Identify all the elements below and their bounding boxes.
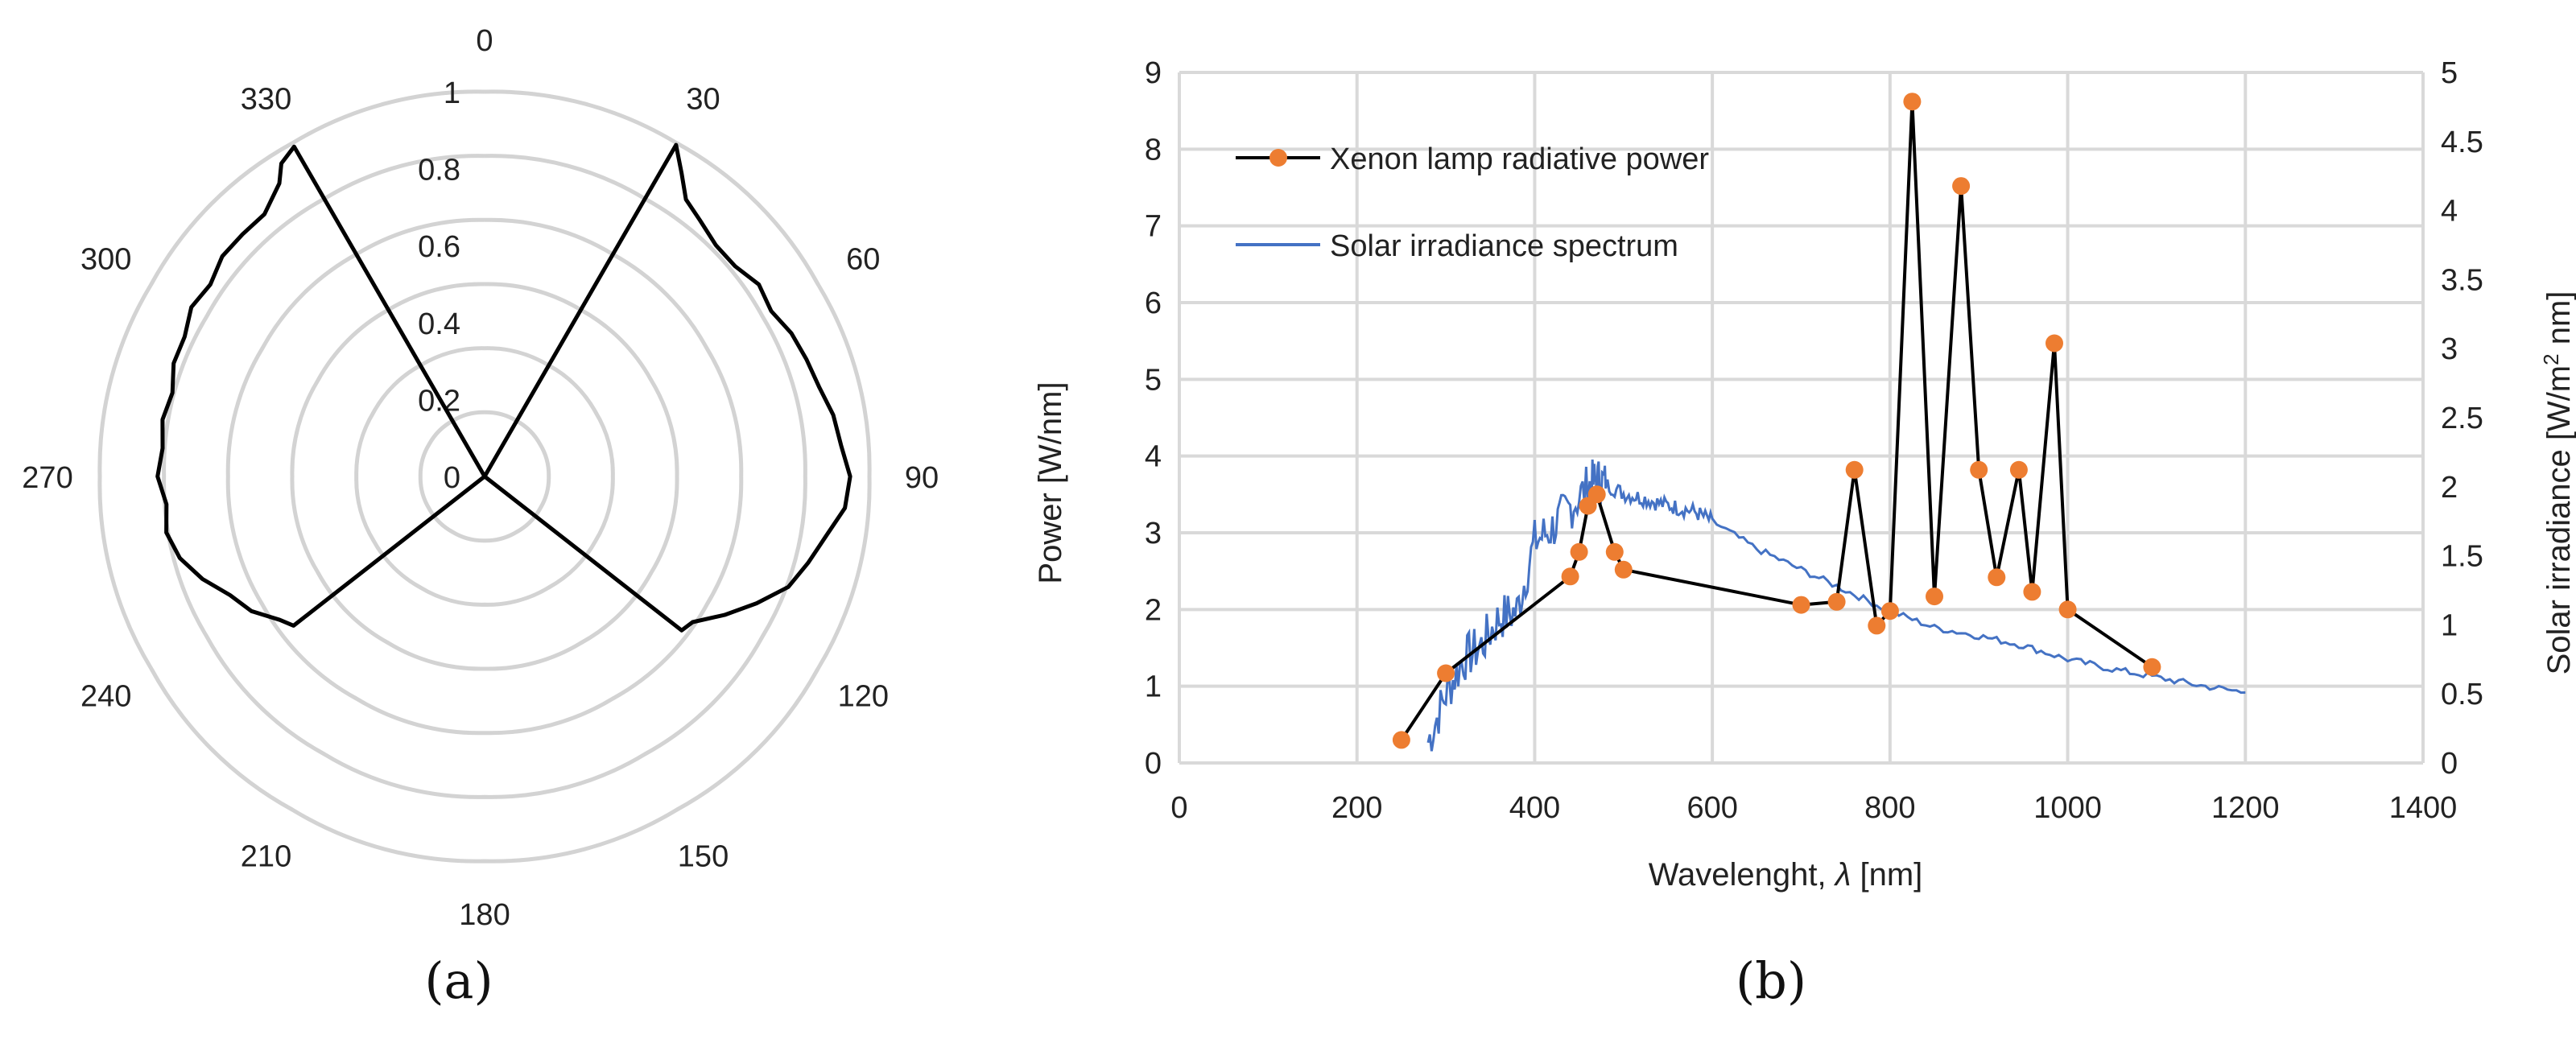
- xenon-data-point: [2009, 460, 2028, 479]
- legend-xenon-marker: [1269, 149, 1287, 167]
- y-tick-label: 9: [1145, 56, 1162, 90]
- xenon-data-point: [1868, 616, 1886, 635]
- x-tick-label: 1200: [2211, 791, 2280, 825]
- solar-series-line: [1426, 459, 2246, 752]
- polar-grid-ring: [162, 154, 807, 799]
- panel-label-b: (b): [1736, 951, 1806, 1010]
- xenon-data-point: [1880, 602, 1899, 621]
- legend-xenon-label: Xenon lamp radiative power: [1330, 142, 1709, 176]
- polar-grid-ring: [97, 89, 872, 864]
- polar-angle-label: 120: [838, 680, 889, 714]
- polar-angle-label: 30: [686, 83, 720, 117]
- xenon-data-point: [1587, 485, 1606, 504]
- xenon-data-point: [1845, 460, 1864, 479]
- xenon-data-point: [2023, 583, 2041, 601]
- polar-angle-label: 210: [241, 839, 291, 873]
- polar-angle-label: 180: [459, 898, 510, 932]
- y-axis-title: Power [W/nm]: [1033, 381, 1068, 583]
- xenon-data-point: [2046, 334, 2063, 353]
- y2-tick-label: 2.5: [2441, 402, 2483, 435]
- y2-tick-label: 0.5: [2441, 678, 2483, 711]
- legend: Xenon lamp radiative power Solar irradia…: [1236, 142, 1709, 263]
- polar-series-line: [155, 142, 852, 633]
- polar-grid-ring: [418, 410, 551, 543]
- polar-angle-label: 150: [678, 839, 729, 873]
- x-axis-title: Wavelenght, λ [nm]: [1649, 857, 1923, 893]
- y-tick-label: 5: [1145, 363, 1162, 397]
- polar-angle-label: 300: [80, 243, 131, 277]
- xenon-series-line: [1400, 100, 2153, 741]
- xenon-data-point: [1926, 588, 1943, 606]
- xenon-data-point: [1437, 664, 1455, 682]
- xenon-data-point: [1561, 567, 1579, 586]
- y-tick-label: 2: [1145, 593, 1162, 627]
- y2-tick-label: 0: [2441, 747, 2458, 781]
- y-tick-label: 0: [1145, 747, 1162, 781]
- xenon-data-point: [1827, 592, 1846, 611]
- line-chart: 0 200 400 600 800 1000 1200 1400 0 1 2 3 4 5 6 7 8 9 0 0.5 1…: [1145, 56, 2483, 825]
- xenon-data-point: [1988, 568, 2006, 587]
- polar-chart: 030609012015018021024027030033000.20.40.…: [22, 24, 939, 932]
- y-tick-label: 6: [1145, 287, 1162, 320]
- x-tick-label: 1000: [2033, 791, 2102, 825]
- polar-angle-label: 330: [241, 83, 291, 117]
- y-tick-label: 7: [1145, 210, 1162, 244]
- x-tick-label: 1400: [2389, 791, 2458, 825]
- polar-angle-label: 270: [22, 461, 72, 495]
- panel-label-a: (a): [424, 951, 493, 1010]
- polar-radial-tick-label: 0.4: [418, 307, 460, 341]
- polar-grid-ring: [225, 217, 744, 736]
- y-tick-label: 4: [1145, 440, 1162, 474]
- y-tick-label: 8: [1145, 133, 1162, 167]
- xenon-data-point: [2143, 658, 2161, 676]
- polar-angle-label: 90: [905, 461, 939, 495]
- x-tick-label: 800: [1864, 791, 1915, 825]
- y2-tick-label: 5: [2441, 56, 2458, 90]
- xenon-data-point: [1903, 93, 1922, 111]
- y-tick-label: 3: [1145, 517, 1162, 550]
- y2-tick-label: 1: [2441, 608, 2458, 642]
- polar-radial-tick-label: 0.8: [418, 154, 460, 188]
- xenon-data-point: [1970, 460, 1988, 479]
- x-tick-label: 400: [1509, 791, 1560, 825]
- xenon-data-point: [1792, 596, 1810, 614]
- y2-tick-label: 3.5: [2441, 263, 2483, 297]
- y2-tick-label: 1.5: [2441, 540, 2483, 574]
- y2-tick-label: 3: [2441, 332, 2458, 366]
- polar-radial-tick-label: 0: [444, 461, 460, 495]
- legend-solar-label: Solar irradiance spectrum: [1330, 229, 1678, 263]
- polar-radial-tick-label: 0.6: [418, 230, 460, 264]
- polar-grid-ring: [354, 346, 615, 607]
- xenon-data-point: [1952, 177, 1971, 196]
- x-tick-label: 200: [1331, 791, 1382, 825]
- y-tick-label: 1: [1145, 670, 1162, 704]
- polar-angle-label: 240: [80, 680, 131, 714]
- y2-tick-label: 2: [2441, 471, 2458, 505]
- xenon-data-point: [2058, 600, 2077, 619]
- y2-axis-title: Solar irradiance [W/m2 nm]: [2539, 291, 2576, 675]
- xenon-data-point: [1570, 542, 1588, 561]
- y2-tick-label: 4: [2441, 195, 2458, 229]
- x-tick-label: 600: [1686, 791, 1737, 825]
- polar-grid-ring: [290, 282, 679, 671]
- polar-radial-tick-label: 1: [444, 76, 460, 110]
- xenon-data-point: [1605, 542, 1624, 561]
- x-tick-label: 0: [1170, 791, 1187, 825]
- xenon-data-point: [1614, 560, 1633, 579]
- polar-angle-label: 0: [476, 24, 493, 58]
- y2-tick-label: 4.5: [2441, 126, 2483, 159]
- polar-angle-label: 60: [846, 243, 880, 277]
- xenon-data-point: [1392, 731, 1410, 749]
